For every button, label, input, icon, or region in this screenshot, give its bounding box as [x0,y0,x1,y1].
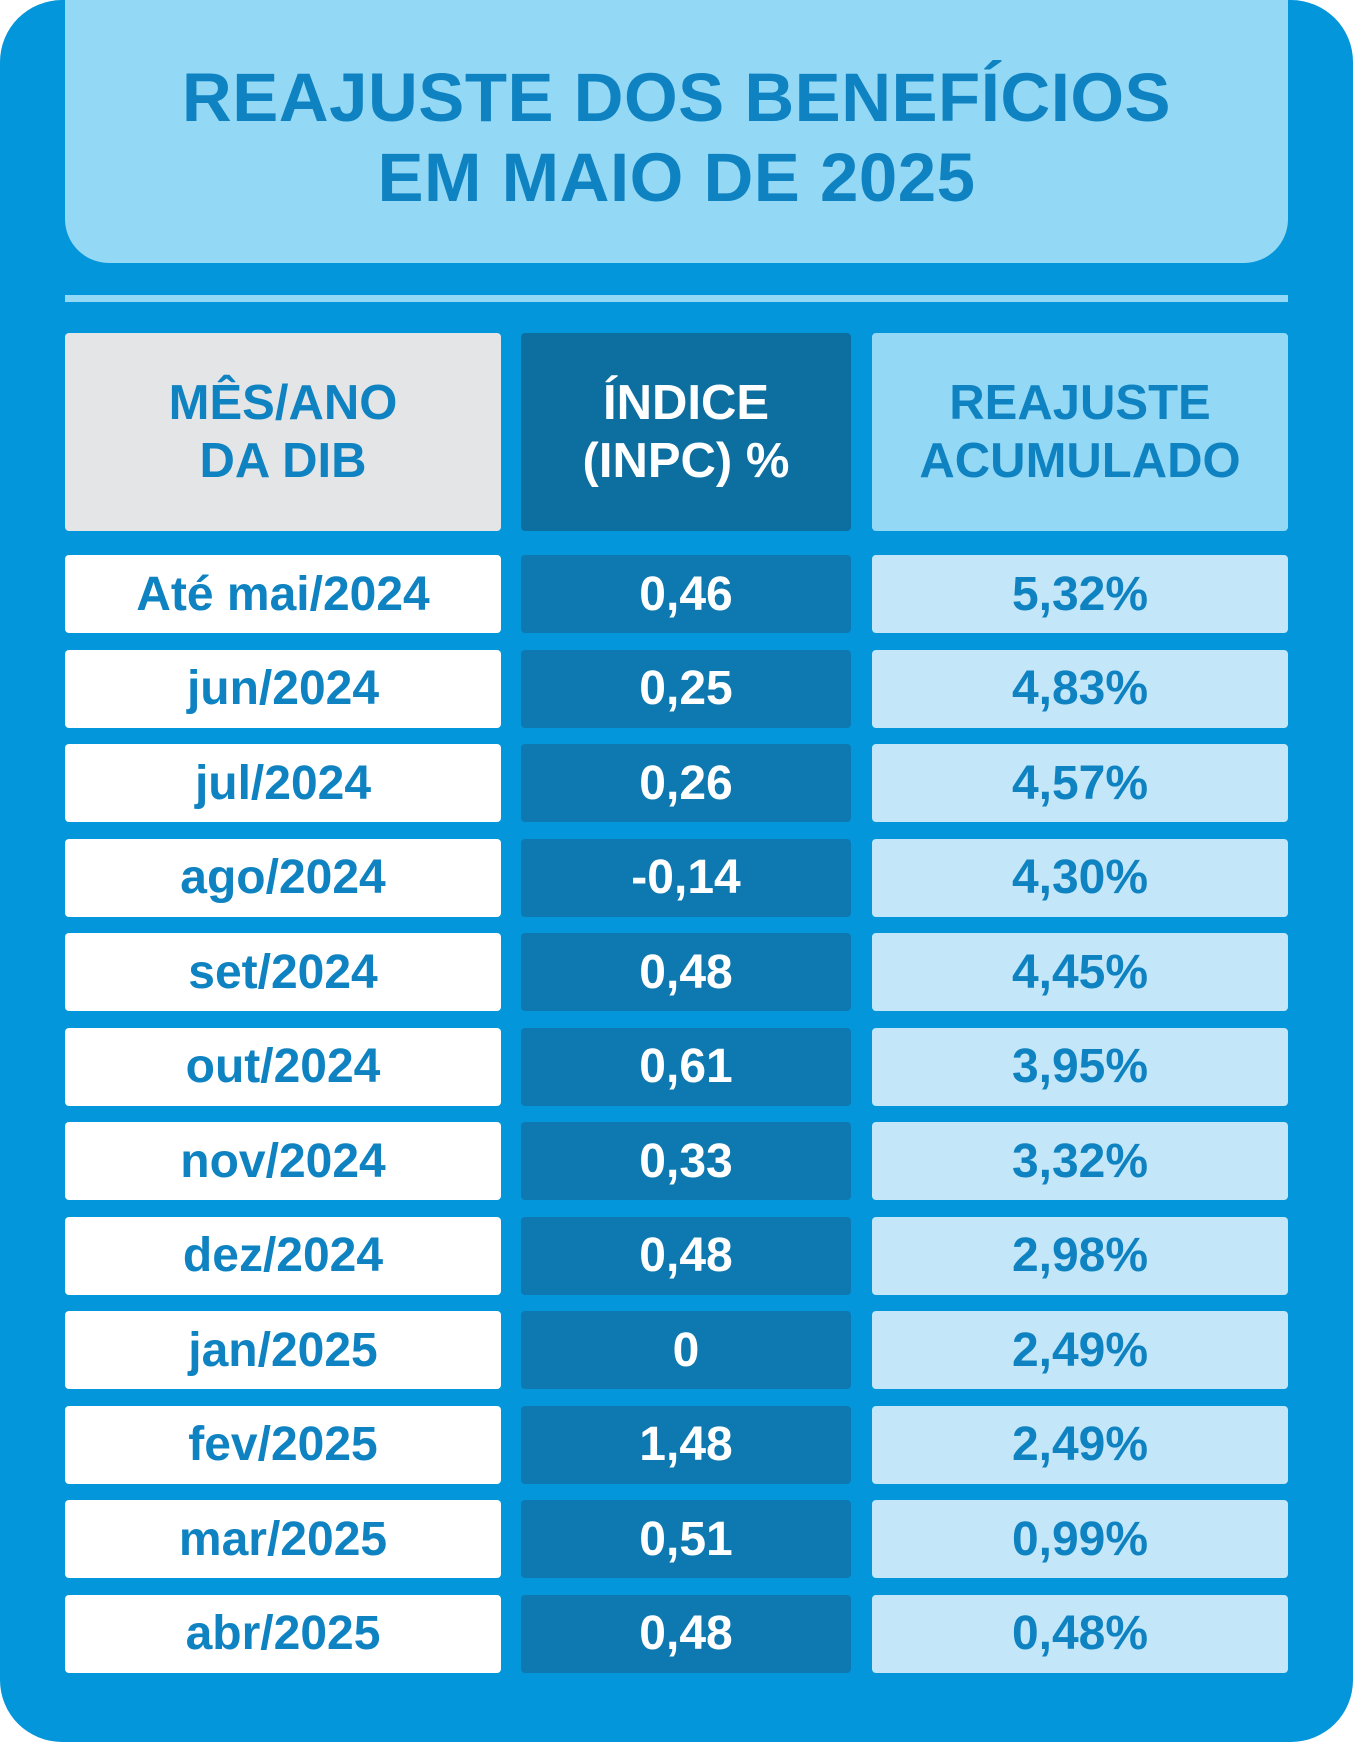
cell-month: Até mai/2024 [65,555,501,633]
cell-month: fev/2025 [65,1405,501,1484]
header-month: MÊS/ANO DA DIB [65,333,501,531]
cell-month: dez/2024 [65,1216,501,1295]
cell-accumulated: 0,48% [872,1594,1288,1673]
cell-accumulated: 2,98% [872,1216,1288,1295]
header-index-line-2: (INPC) % [582,434,790,488]
cell-accumulated: 4,83% [872,649,1288,728]
cell-index: 0,48 [521,933,851,1011]
cell-month: jun/2024 [65,649,501,728]
header-accumulated: REAJUSTE ACUMULADO [872,333,1288,531]
cell-month: abr/2025 [65,1594,501,1673]
cell-month: out/2024 [65,1027,501,1106]
cell-accumulated: 0,99% [872,1500,1288,1578]
cell-month: nov/2024 [65,1122,501,1200]
cell-month: mar/2025 [65,1500,501,1578]
cell-index: 0,51 [521,1500,851,1578]
header-month-line-2: DA DIB [199,434,367,488]
header-accumulated-line-2: ACUMULADO [919,434,1241,488]
cell-accumulated: 4,57% [872,744,1288,822]
cell-accumulated: 5,32% [872,555,1288,633]
title-line-1: REAJUSTE DOS BENEFÍCIOS [181,59,1172,136]
page-title: REAJUSTE DOS BENEFÍCIOS EM MAIO DE 2025 [65,58,1288,218]
cell-accumulated: 2,49% [872,1311,1288,1389]
cell-accumulated: 2,49% [872,1405,1288,1484]
cell-accumulated: 3,95% [872,1027,1288,1106]
cell-index: 0 [521,1311,851,1389]
cell-index: 0,25 [521,649,851,728]
cell-index: 1,48 [521,1405,851,1484]
cell-index: 0,61 [521,1027,851,1106]
title-box: REAJUSTE DOS BENEFÍCIOS EM MAIO DE 2025 [65,0,1288,263]
cell-month: set/2024 [65,933,501,1011]
cell-month: jul/2024 [65,744,501,822]
title-line-2: EM MAIO DE 2025 [377,139,976,216]
header-month-line-1: MÊS/ANO [168,376,398,430]
cell-accumulated: 4,30% [872,838,1288,917]
cell-month: jan/2025 [65,1311,501,1389]
cell-index: -0,14 [521,838,851,917]
cell-month: ago/2024 [65,838,501,917]
header-accumulated-line-1: REAJUSTE [949,376,1211,430]
cell-index: 0,26 [521,744,851,822]
cell-accumulated: 3,32% [872,1122,1288,1200]
header-index-line-1: ÍNDICE [602,376,770,430]
cell-accumulated: 4,45% [872,933,1288,1011]
cell-index: 0,48 [521,1594,851,1673]
cell-index: 0,48 [521,1216,851,1295]
header-index: ÍNDICE (INPC) % [521,333,851,531]
cell-index: 0,46 [521,555,851,633]
cell-index: 0,33 [521,1122,851,1200]
divider [65,295,1288,302]
